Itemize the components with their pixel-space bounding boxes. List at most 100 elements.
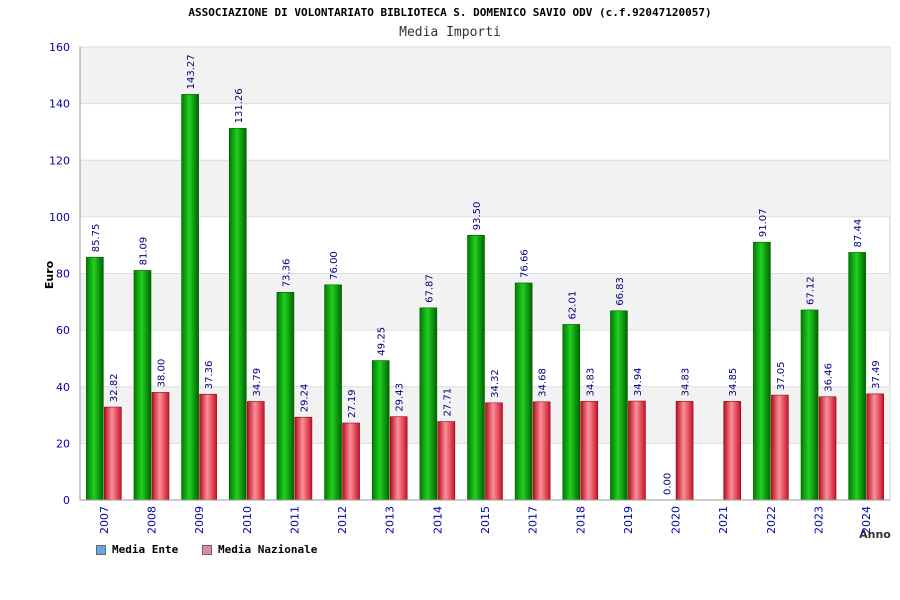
legend-item-media-nazionale: Media Nazionale [202,543,317,556]
bar-media-nazionale [246,401,265,501]
data-label: 37.49 [871,360,882,389]
bar-media-nazionale [199,393,217,501]
data-label: 27.19 [347,389,358,418]
data-label: 67.87 [424,274,435,303]
data-label: 37.05 [776,361,787,390]
y-tick-label: 40 [56,381,70,394]
y-tick-label: 80 [56,268,70,281]
data-label: 34.85 [728,368,739,397]
bar-media-nazionale [151,392,170,501]
data-label: 27.71 [442,388,453,417]
data-label: 76.00 [329,251,340,280]
data-label: 93.50 [472,202,483,231]
bar-media-nazionale [723,401,742,501]
bar-media-ente [514,282,533,501]
data-label: 62.01 [567,291,578,320]
y-tick-label: 60 [56,324,70,337]
chart-subtitle: Media Importi [399,25,501,40]
bar-media-ente [753,241,771,501]
y-tick-label: 160 [49,41,70,54]
y-tick-label: 120 [49,154,70,167]
bar-media-nazionale [818,396,837,501]
data-label: 36.46 [824,363,835,392]
bar-media-nazionale [771,394,789,501]
data-label: 66.83 [615,277,626,306]
x-tick-label: 2019 [622,506,635,534]
bar-media-ente [419,307,438,501]
data-label: 34.94 [633,367,644,396]
x-tick-label: 2015 [479,506,492,534]
data-label: 76.66 [520,249,531,278]
axis-layer: 0 20 40 60 80 100 120 140 160 Euro Anno 2007 2008 200… [43,41,891,541]
labels-layer: 85.75 32.82 81.09 38.00 143.27 37.36 131.26 34.… [91,54,882,495]
data-label: 67.12 [806,276,817,305]
grid-band [80,160,890,217]
y-axis-label: Euro [43,260,56,289]
bar-media-ente [610,310,628,501]
chart-title: ASSOCIAZIONE DI VOLONTARIATO BIBLIOTECA … [188,6,712,19]
x-tick-label: 2022 [765,506,778,534]
legend-label: Media Ente [112,543,179,556]
bar-media-nazionale [389,416,408,501]
bar-media-ente [800,309,819,501]
x-axis-label: Anno [859,528,891,541]
x-tick-label: 2011 [288,506,301,534]
x-tick-label: 2021 [717,506,730,534]
legend-label: Media Nazionale [218,543,318,556]
bar-media-ente [371,360,390,501]
x-tick-label: 2009 [193,506,206,534]
data-label: 0.00 [663,473,674,495]
bar-media-nazionale [437,421,456,501]
x-tick-label: 2013 [384,506,397,534]
bar-media-nazionale [866,393,884,501]
data-label: 34.83 [681,368,692,397]
data-label: 34.68 [538,368,549,397]
x-tick-label: 2014 [431,506,444,534]
x-tick-label: 2008 [145,506,158,534]
bar-media-ente [324,284,342,501]
x-tick-label: 2007 [98,506,111,534]
data-label: 34.79 [252,368,263,397]
data-label: 38.00 [156,359,167,388]
y-tick-label: 0 [63,494,70,507]
data-label: 85.75 [91,224,102,253]
data-label: 143.27 [186,54,197,89]
legend-swatch [96,544,106,555]
x-tick-label: 2020 [670,506,683,534]
x-tick-label: 2023 [813,506,826,534]
bars-layer [86,94,884,501]
data-label: 87.44 [853,219,864,248]
y-tick-label: 20 [56,437,70,450]
bar-media-ente [228,128,247,501]
legend-item-media-ente: Media Ente [96,543,178,556]
x-tick-label: 2012 [336,506,349,534]
data-label: 34.32 [490,369,501,398]
y-tick-label: 140 [49,98,70,111]
data-label: 49.25 [377,327,388,356]
data-label: 91.07 [758,209,769,238]
x-tick-label: 2024 [860,506,873,534]
x-tick-label: 2017 [527,506,540,534]
data-label: 29.24 [299,384,310,413]
bar-media-nazionale [104,406,122,501]
bar-media-nazionale [628,400,646,501]
data-label: 81.09 [138,237,149,266]
data-label: 131.26 [234,88,245,123]
legend-swatch [202,544,212,555]
bar-media-nazionale [675,401,694,501]
bar-media-nazionale [485,402,503,501]
bar-media-ente [848,252,866,501]
x-tick-label: 2010 [241,506,254,534]
bar-media-ente [133,270,152,501]
bar-media-nazionale [532,401,551,501]
data-label: 32.82 [109,373,120,402]
data-label: 37.36 [204,361,215,390]
data-label: 34.83 [585,368,596,397]
grid-band [80,47,890,104]
bar-media-ente [467,234,485,501]
bar-media-ente [276,291,295,501]
data-label: 73.36 [281,259,292,288]
bar-media-ente [181,94,199,501]
y-tick-label: 100 [49,211,70,224]
